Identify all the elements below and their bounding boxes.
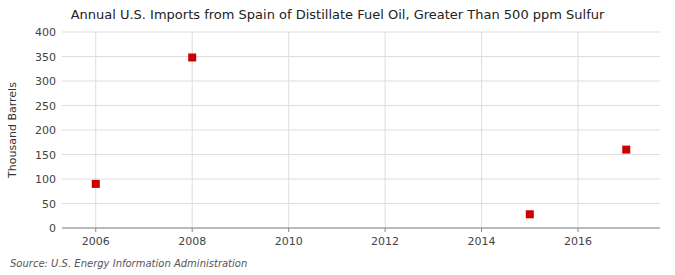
y-tick-label: 100 (35, 173, 56, 186)
y-tick-label: 350 (35, 51, 56, 64)
x-tick (95, 228, 96, 232)
source: Source: U.S. Energy Information Administ… (10, 258, 247, 269)
x-tick-label: 2008 (178, 235, 206, 248)
y-grid-line (62, 130, 660, 131)
y-tick-label: 250 (35, 100, 56, 113)
y-grid-line (62, 105, 660, 106)
y-grid-line (62, 228, 660, 229)
y-grid-line (62, 32, 660, 33)
x-grid-line (288, 32, 289, 228)
grid (62, 32, 660, 228)
y-grid-line (62, 179, 660, 180)
point (622, 146, 630, 154)
x-axis-line (62, 228, 660, 229)
x-tick-label: 2012 (371, 235, 399, 248)
x-grid-line (578, 32, 579, 228)
chart: 0 50 100 150 200 250 300 350 400 2006 2008 2010 2012… (0, 0, 675, 275)
title: Annual U.S. Imports from Spain of Distil… (71, 7, 605, 22)
x-tick (192, 228, 193, 232)
y-grid-line (62, 81, 660, 82)
x-tick (481, 228, 482, 232)
y-tick-label: 300 (35, 75, 56, 88)
x-grid-line (95, 32, 96, 228)
x-tick-label: 2006 (82, 235, 110, 248)
x-grid-line (481, 32, 482, 228)
y-axis-label: Thousand Barrels (6, 82, 19, 179)
point (188, 53, 196, 61)
x-tick (288, 228, 289, 232)
y-tick-label: 400 (35, 26, 56, 39)
y-grid-line (62, 56, 660, 57)
x-tick-label: 2016 (564, 235, 592, 248)
x-tick-label: 2010 (275, 235, 303, 248)
y-tick-label: 150 (35, 149, 56, 162)
y-tick-label: 0 (49, 222, 56, 235)
points (92, 53, 630, 218)
x-tick (385, 228, 386, 232)
y-tick-label: 200 (35, 124, 56, 137)
y-tick-label: 50 (42, 198, 56, 211)
point (526, 210, 534, 218)
x-grid-line (385, 32, 386, 228)
x-tick-label: 2014 (468, 235, 496, 248)
point (92, 180, 100, 188)
y-grid-line (62, 203, 660, 204)
y-grid-line (62, 154, 660, 155)
x-tick (578, 228, 579, 232)
